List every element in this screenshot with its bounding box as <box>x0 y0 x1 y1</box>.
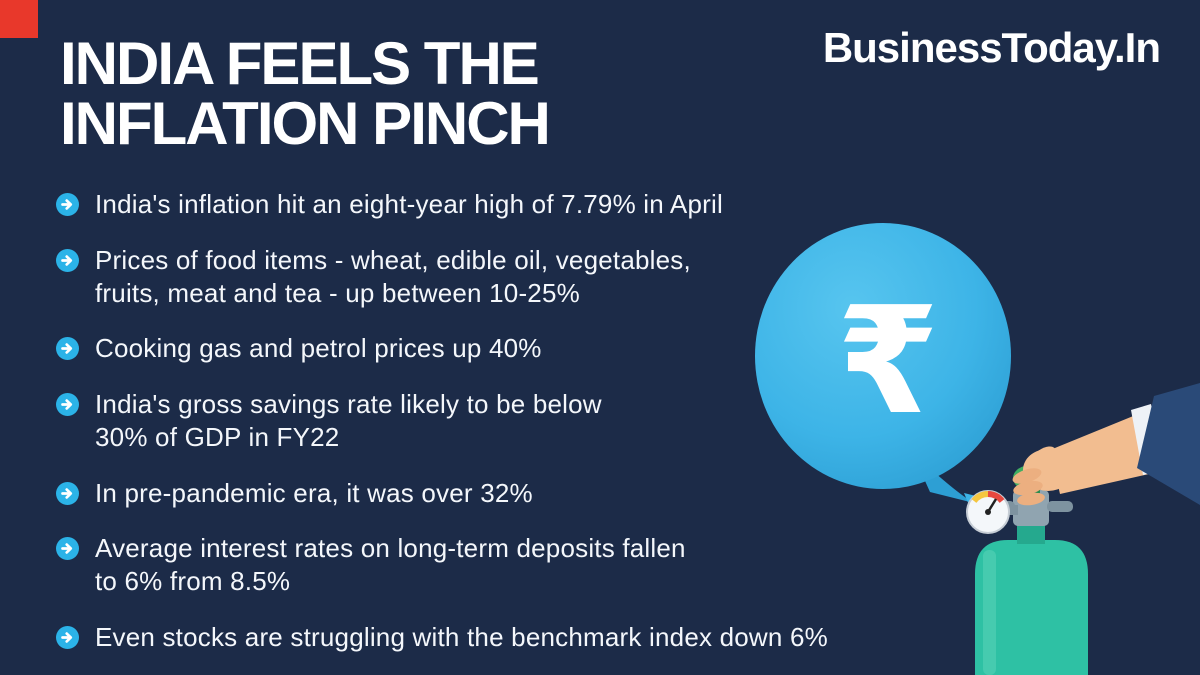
bullet-line: Average interest rates on long-term depo… <box>95 533 686 564</box>
bullet-item: Average interest rates on long-term depo… <box>56 532 828 598</box>
arrow-right-icon <box>56 625 79 649</box>
bullet-item: In pre-pandemic era, it was over 32% <box>56 477 828 510</box>
arrow-right-icon <box>56 537 79 561</box>
cylinder-highlight <box>983 550 996 675</box>
gauge-danger-arc <box>987 491 1005 504</box>
bullet-line: 30% of GDP in FY22 <box>95 421 340 452</box>
bullet-text: Even stocks are struggling with the benc… <box>95 621 828 654</box>
arrow-right-icon <box>56 481 79 505</box>
brand-logo: BusinessToday.In <box>822 24 1161 71</box>
bullet-line: fruits, meat and tea - up between 10-25% <box>95 277 580 308</box>
gas-cylinder <box>975 540 1088 675</box>
bullet-line: India's gross savings rate likely to be … <box>95 389 602 419</box>
page-title: INDIA FEELS THE INFLATION PINCH <box>60 30 551 157</box>
bullet-line: In pre-pandemic era, it was over 32% <box>95 477 533 508</box>
rupee-balloon-cylinder-illustration: ₹ <box>755 223 1200 675</box>
gauge-needle-hub <box>985 509 991 515</box>
bullet-list: India's inflation hit an eight-year high… <box>56 188 828 654</box>
bullet-text: Prices of food items - wheat, edible oil… <box>95 244 691 310</box>
page-title-line-1: INDIA FEELS THE <box>60 30 540 97</box>
bullet-text: India's inflation hit an eight-year high… <box>95 188 723 221</box>
rupee-balloon <box>755 223 1011 489</box>
hand-fingers <box>1012 468 1045 506</box>
hand-thumb <box>1030 446 1056 466</box>
bullet-line: Even stocks are struggling with the benc… <box>95 621 828 652</box>
bullet-text: In pre-pandemic era, it was over 32% <box>95 477 533 510</box>
bullet-text: Average interest rates on long-term depo… <box>95 532 686 598</box>
bullet-item: Prices of food items - wheat, edible oil… <box>56 244 828 310</box>
bullet-text: Cooking gas and petrol prices up 40% <box>95 332 542 365</box>
valve-nub-right <box>1047 501 1073 512</box>
arrow-right-icon <box>56 193 79 216</box>
bullet-item: India's inflation hit an eight-year high… <box>56 188 828 221</box>
bullet-line: to 6% from 8.5% <box>95 566 291 596</box>
bullet-text: India's gross savings rate likely to be … <box>95 388 602 454</box>
red-corner-accent <box>0 0 38 38</box>
forearm <box>1050 410 1158 494</box>
arrow-right-icon <box>56 337 79 361</box>
suit-sleeve <box>1137 383 1200 505</box>
bullet-item: Cooking gas and petrol prices up 40% <box>56 332 828 365</box>
arrow-right-icon <box>56 248 79 272</box>
rupee-symbol: ₹ <box>837 275 940 447</box>
bullet-line: India's inflation hit an eight-year high… <box>95 189 723 219</box>
bullet-line: Prices of food items - wheat, edible oil… <box>95 244 691 275</box>
bullet-line: Cooking gas and petrol prices up 40% <box>95 333 542 364</box>
bullet-item: Even stocks are struggling with the benc… <box>56 621 828 654</box>
gauge-warn-arc <box>971 491 989 504</box>
arrow-right-icon <box>56 393 79 416</box>
bullet-item: India's gross savings rate likely to be … <box>56 388 828 454</box>
page-title-line-2: INFLATION PINCH <box>60 90 551 157</box>
